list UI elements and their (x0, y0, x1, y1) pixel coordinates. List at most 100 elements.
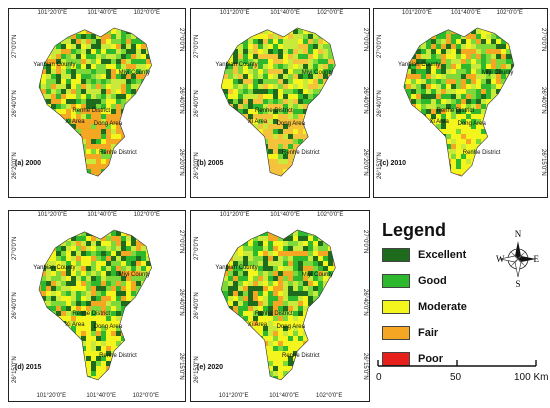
legend-swatch-excellent (382, 248, 410, 262)
coord-bottom-2-2: 101°40'0"E (269, 393, 299, 399)
compass-n-label: N (515, 229, 522, 239)
coord-right-2: 26°40'0"N (178, 289, 184, 317)
place-label-2: Miyi County (301, 272, 334, 279)
legend-label-poor: Poor (418, 353, 444, 365)
coord-right-1: 27°0'0"N (540, 27, 546, 51)
coord-top-2: 101°40'0"E (270, 10, 300, 16)
legend-swatch-moderate (382, 300, 410, 314)
coord-right-2: 26°40'0"N (540, 86, 546, 114)
coord-top-2: 101°40'0"E (87, 10, 118, 16)
place-label-4: Xi Area (247, 322, 268, 329)
coord-top-3: 102°0'0"E (496, 10, 523, 16)
place-label-4: Xi Area (65, 119, 85, 126)
map-canvas (403, 27, 515, 177)
coord-top-1: 101°20'0"E (37, 10, 68, 16)
coord-bottom-1-1: 101°20'0"E (36, 393, 67, 399)
map-panel-5: 101°20'0"E 101°40'0"E 102°0'0"E 27°0'0"N 27°… (190, 210, 370, 402)
legend-label-moderate: Moderate (418, 301, 467, 313)
coord-top-2: 101°40'0"E (451, 10, 481, 16)
place-label-2: Miyi County (118, 69, 151, 76)
coord-top-3: 102°0'0"E (317, 212, 344, 218)
coord-right-2: 26°40'0"N (362, 86, 368, 114)
legend-label-fair: Fair (418, 327, 439, 339)
place-label-6: Renhe District (99, 353, 137, 360)
compass-s-label: S (515, 279, 520, 288)
coord-right-3: 26°20'0"N (178, 149, 184, 176)
coord-left-2: 26°40'0"N (12, 292, 18, 320)
scale-tick-100: 100 Km (514, 372, 549, 383)
compass-w-label: W (496, 254, 505, 264)
coord-top-3: 102°0'0"E (317, 10, 344, 16)
coord-left-1: 27°0'0"N (377, 34, 383, 58)
coord-right-3: 26°20'0"N (362, 149, 368, 176)
legend-swatch-fair (382, 326, 410, 340)
coord-bottom-1-2: 101°40'0"E (86, 393, 117, 399)
compass-e-label: E (534, 254, 540, 264)
coord-top-1: 101°20'0"E (219, 212, 250, 218)
place-label-3: Renhe District (72, 107, 111, 114)
legend-title: Legend (382, 220, 447, 240)
coord-left-2: 26°40'0"N (377, 89, 383, 117)
coord-right-1: 27°0'0"N (362, 229, 368, 254)
place-label-2: Miyi County (301, 69, 334, 76)
coord-right-2: 26°40'0"N (178, 86, 184, 114)
coord-left-2: 26°40'0"N (194, 89, 200, 117)
map-canvas (38, 27, 152, 177)
place-label-3: Renhe District (255, 107, 293, 114)
coord-top-3: 102°0'0"E (133, 212, 160, 218)
place-label-5: Dong Area (93, 121, 123, 128)
place-label-1: Yanbian County (33, 62, 76, 69)
coord-left-2: 26°40'0"N (12, 89, 18, 117)
coord-right-1: 27°0'0"N (178, 229, 184, 254)
map-panel-3: 101°20'0"E 101°40'0"E 102°0'0"E 27°0'0"N 27°… (373, 8, 548, 198)
place-label-6: Renhe District (462, 149, 501, 156)
map-canvas (220, 229, 336, 381)
place-label-1: Yanbian County (215, 264, 258, 271)
coord-left-1: 27°0'0"N (12, 236, 18, 260)
coord-top-2: 101°40'0"E (87, 212, 118, 218)
place-label-2: Miyi County (118, 272, 151, 279)
coord-right-1: 27°0'0"N (362, 27, 368, 51)
map-panel-4: 101°20'0"E 101°40'0"E 102°0'0"E 27°0'0"N 27°… (8, 210, 186, 402)
coord-right-1: 27°0'0"N (178, 27, 184, 51)
coord-right-3: 26°15'0"N (540, 149, 546, 176)
place-label-2: Miyi County (482, 69, 514, 76)
panel-label: (c) 2010 (380, 160, 407, 167)
coord-bottom-2-1: 101°20'0"E (218, 393, 249, 399)
place-label-3: Renhe District (255, 310, 293, 317)
map-canvas (38, 229, 152, 381)
coord-left-2: 26°40'0"N (194, 292, 200, 320)
coord-top-1: 101°20'0"E (219, 10, 250, 16)
panel-label: (e) 2020 (197, 364, 224, 371)
scale-tick-0: 0 (376, 372, 382, 383)
coord-left-1: 27°0'0"N (12, 34, 18, 58)
place-label-1: Yanbian County (215, 62, 258, 69)
coord-right-3: 26°15'0"N (362, 352, 368, 380)
scale-bar: 0 50 100 Km (376, 358, 548, 388)
panel-label: (b) 2005 (197, 160, 224, 167)
north-arrow-compass-icon: N S E W (496, 228, 540, 289)
legend-label-excellent: Excellent (418, 249, 467, 261)
place-label-6: Renhe District (282, 353, 320, 360)
scale-tick-50: 50 (450, 372, 462, 383)
place-label-3: Renhe District (72, 310, 111, 317)
legend-swatch-good (382, 274, 410, 288)
coord-left-1: 27°0'0"N (194, 236, 200, 260)
place-label-4: Xi Area (65, 322, 85, 329)
place-label-4: Xi Area (429, 119, 449, 126)
coord-left-1: 27°0'0"N (194, 34, 200, 58)
place-label-6: Renhe District (282, 149, 320, 156)
place-label-5: Dong Area (457, 121, 486, 128)
coord-top-3: 102°0'0"E (133, 10, 160, 16)
place-label-5: Dong Area (276, 121, 305, 128)
coord-right-2: 26°40'0"N (362, 289, 368, 317)
map-panel-1: 101°20'0"E 101°40'0"E 102°0'0"E 27°0'0"N 27°… (8, 8, 186, 198)
coord-top-1: 101°20'0"E (37, 212, 68, 218)
place-label-6: Renhe District (99, 149, 137, 156)
legend-label-good: Good (418, 275, 447, 287)
place-label-4: Xi Area (247, 119, 268, 126)
place-label-3: Renhe District (436, 107, 475, 114)
panel-label: (d) 2015 (15, 364, 42, 371)
coord-bottom-1-3: 102°0'0"E (132, 393, 159, 399)
coord-top-2: 101°40'0"E (270, 212, 300, 218)
